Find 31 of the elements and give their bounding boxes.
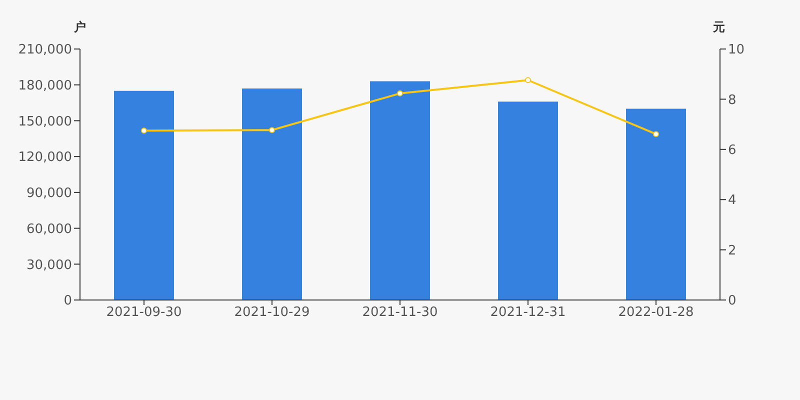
y-tick-label: 30,000 [26, 258, 72, 273]
y2-tick-label: 4 [728, 193, 736, 208]
y-tick-label: 60,000 [26, 222, 72, 237]
point [141, 128, 147, 134]
y2-tick-label: 10 [728, 42, 745, 58]
y-tick-label: 90,000 [26, 186, 72, 202]
y-tick-label: 180,000 [18, 78, 72, 94]
point [525, 77, 531, 84]
y-tick-label: 150,000 [18, 114, 72, 130]
y2-tick-label: 6 [728, 143, 736, 158]
x-tick-label: 2021-11-30 [362, 305, 438, 320]
x-tick-label: 2021-09-30 [106, 305, 182, 320]
y2-tick-label: 2 [728, 243, 736, 258]
bar [370, 81, 430, 300]
x-tick-label: 2021-12-31 [490, 305, 566, 320]
point [653, 131, 659, 138]
y2-tick-label: 8 [728, 92, 736, 108]
x-tick-label: 2022-01-28 [618, 305, 694, 320]
y2-tick-label: 0 [728, 294, 736, 309]
y-tick-label: 210,000 [18, 42, 72, 58]
x-tick-label: 2021-10-29 [234, 305, 310, 320]
y2-axis-title: 元 [713, 19, 725, 36]
bar [242, 88, 302, 300]
y-tick-label: 120,000 [18, 150, 72, 166]
point [269, 127, 275, 134]
point [397, 90, 403, 96]
bar [114, 90, 174, 300]
y-axis-title: 户 [74, 19, 86, 36]
bar [498, 102, 558, 300]
y-tick-label: 0 [64, 294, 72, 309]
bar [626, 108, 686, 300]
